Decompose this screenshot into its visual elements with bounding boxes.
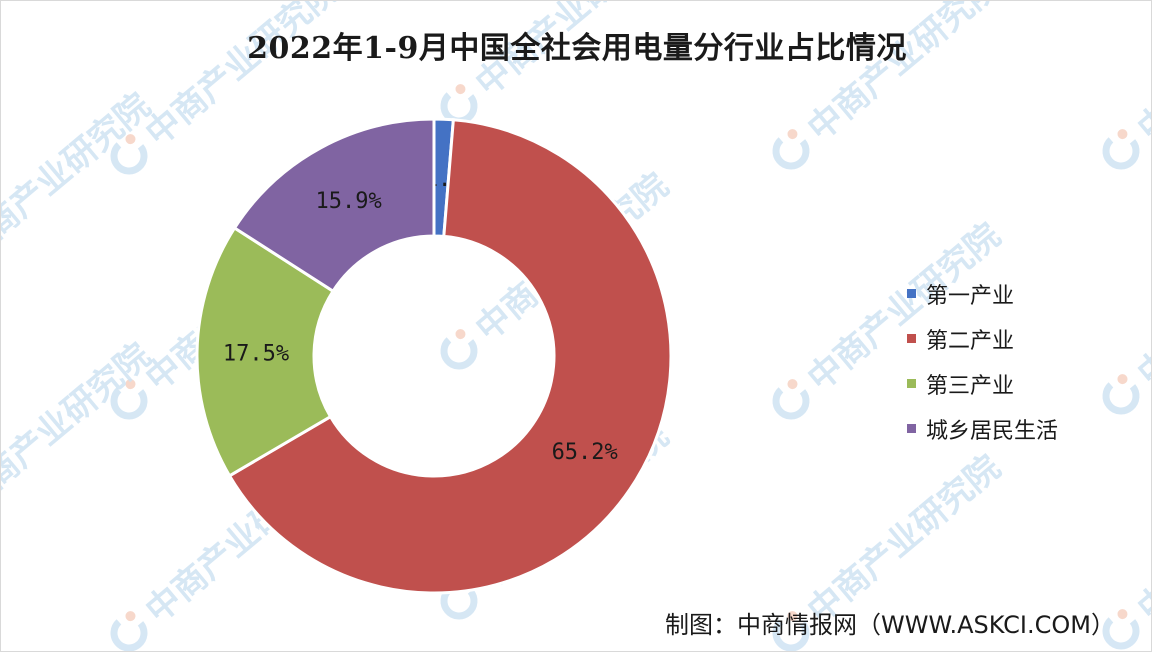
- source-credit: 制图：中商情报网（WWW.ASKCI.COM）: [665, 611, 1115, 639]
- legend-swatch: [907, 334, 916, 343]
- legend-swatch: [907, 289, 916, 298]
- legend-item: 第三产业: [907, 361, 1058, 406]
- legend-item: 第二产业: [907, 316, 1058, 361]
- donut-slice-2: [227, 118, 673, 595]
- slice-label-2: 65.2%: [552, 440, 618, 465]
- legend-label: 城乡居民生活: [926, 418, 1059, 444]
- donut-slice-4: [232, 117, 436, 294]
- donut-slice-3: [195, 225, 336, 478]
- legend-item: 第一产业: [907, 271, 1058, 316]
- legend-swatch: [907, 424, 916, 433]
- legend-label: 第二产业: [926, 328, 1015, 354]
- legend-swatch: [907, 379, 916, 388]
- slice-label-3: 17.5%: [223, 341, 289, 366]
- legend-label: 第一产业: [926, 283, 1015, 309]
- legend-item: 城乡居民生活: [907, 406, 1058, 451]
- legend-label: 第三产业: [926, 373, 1015, 399]
- slice-label-4: 15.9%: [316, 189, 382, 214]
- chart-legend: 第一产业第二产业第三产业城乡居民生活: [907, 271, 1058, 451]
- chart-title: 2022年1-9月中国全社会用电量分行业占比情况: [247, 31, 907, 66]
